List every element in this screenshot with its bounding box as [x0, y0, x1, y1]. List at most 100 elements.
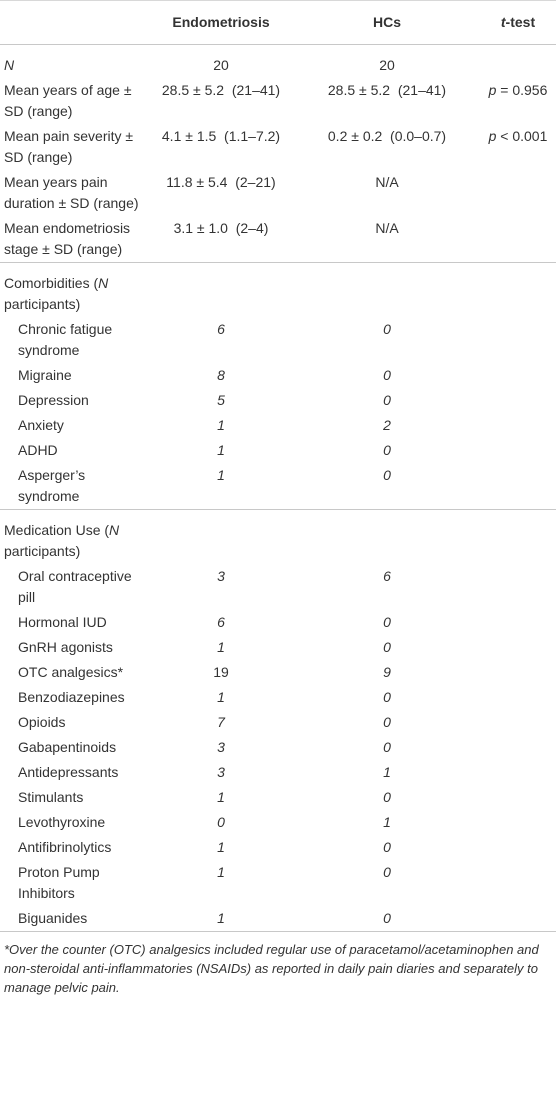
text-segment: Medication Use ( [4, 522, 110, 538]
table-row: ADHD 1 0 [0, 438, 556, 463]
cell [480, 860, 556, 906]
cell-text: 9 [383, 664, 391, 680]
section-title: Medication Use (N participants) [0, 510, 148, 565]
row-label: Hormonal IUD [0, 610, 148, 635]
cell: 1 [148, 860, 294, 906]
table-row: Asperger’s syndrome 1 0 [0, 463, 556, 510]
cell-text: Antidepressants [18, 764, 119, 780]
row-label: Mean years pain duration ± SD (range) [0, 170, 148, 216]
cell-text: 0 [383, 367, 391, 383]
row-label: Migraine [0, 363, 148, 388]
table-row: N 20 20 [0, 45, 556, 79]
cell-text: Oral contraceptive pill [18, 568, 132, 605]
table-row: Mean endometriosis stage ± SD (range) 3.1… [0, 216, 556, 263]
header-row: Endometriosis HCs t-test [0, 0, 556, 45]
cell-text: 1 [217, 467, 225, 483]
cell-text: 0 [383, 321, 391, 337]
empty-cell [480, 263, 556, 318]
cell-text: 1 [217, 442, 225, 458]
cell: 0 [294, 610, 480, 635]
cell: 2 [294, 413, 480, 438]
row-label: Opioids [0, 710, 148, 735]
table-row: Antifibrinolytics 1 0 [0, 835, 556, 860]
cell: 1 [148, 413, 294, 438]
cell: 0 [294, 835, 480, 860]
cell-text: 1 [217, 789, 225, 805]
cell-text: 3.1 ± 1.0 (2–4) [173, 220, 269, 236]
empty-cell [148, 510, 294, 565]
text-segment: Comorbidities ( [4, 275, 99, 291]
cell: 0 [294, 363, 480, 388]
cell-text: 6 [383, 568, 391, 584]
empty-cell [294, 263, 480, 318]
cell: 0 [148, 810, 294, 835]
row-label: Levothyroxine [0, 810, 148, 835]
cell: 1 [148, 635, 294, 660]
cell: 4.1 ± 1.5 (1.1–7.2) [148, 124, 294, 170]
cell: 3 [148, 564, 294, 610]
cell-text: 1 [383, 814, 391, 830]
cell: 6 [294, 564, 480, 610]
cell-text: Gabapentinoids [18, 739, 117, 755]
cell-text: 20 [379, 57, 395, 73]
section-title: Comorbidities (N participants) [0, 263, 148, 318]
table-row: Anxiety 1 2 [0, 413, 556, 438]
text-segment: t [500, 14, 506, 30]
cell: 19 [148, 660, 294, 685]
cell-text: 3 [217, 764, 225, 780]
row-label: OTC analgesics* [0, 660, 148, 685]
row-label: Benzodiazepines [0, 685, 148, 710]
cell: 20 [294, 45, 480, 79]
cell-text: 8 [217, 367, 225, 383]
cell-text: Opioids [18, 714, 66, 730]
cell-text: 19 [213, 664, 229, 680]
cell [480, 735, 556, 760]
cell: 1 [148, 835, 294, 860]
table-row: Hormonal IUD 6 0 [0, 610, 556, 635]
cell: 3 [148, 760, 294, 785]
cell-text: 0 [383, 864, 391, 880]
cell [480, 45, 556, 79]
cell-text: 0 [217, 814, 225, 830]
cell: 0 [294, 317, 480, 363]
cell-text: Levothyroxine [18, 814, 106, 830]
cell: 3.1 ± 1.0 (2–4) [148, 216, 294, 263]
table-row: Oral contraceptive pill 3 6 [0, 564, 556, 610]
cell-text: 4.1 ± 1.5 (1.1–7.2) [161, 128, 281, 144]
row-label: Mean pain severity ± SD (range) [0, 124, 148, 170]
cell: 28.5 ± 5.2 (21–41) [294, 78, 480, 124]
cell: 9 [294, 660, 480, 685]
cell: 0 [294, 860, 480, 906]
cell: 1 [294, 810, 480, 835]
cell-text: 0 [383, 442, 391, 458]
cell-text: 7 [217, 714, 225, 730]
cell-text: 0 [383, 467, 391, 483]
cell [480, 317, 556, 363]
cell: N/A [294, 170, 480, 216]
row-label: Anxiety [0, 413, 148, 438]
cell: 1 [148, 438, 294, 463]
cell-text: 3 [217, 739, 225, 755]
cell-text: Depression [18, 392, 89, 408]
table-row: Biguanides 1 0 [0, 906, 556, 932]
cell-text: Mean years pain duration ± SD (range) [4, 174, 139, 211]
cell: 0.2 ± 0.2 (0.0–0.7) [294, 124, 480, 170]
cell-text: Antifibrinolytics [18, 839, 112, 855]
empty-cell [148, 263, 294, 318]
cell: 28.5 ± 5.2 (21–41) [148, 78, 294, 124]
cell: 5 [148, 388, 294, 413]
row-label: Antifibrinolytics [0, 835, 148, 860]
cell: 8 [148, 363, 294, 388]
cell-text: 1 [217, 839, 225, 855]
cell-text: 0 [383, 639, 391, 655]
cell-text: Stimulants [18, 789, 84, 805]
cell [480, 906, 556, 932]
cell [480, 835, 556, 860]
header-cell: t-test [480, 0, 556, 45]
cell [480, 685, 556, 710]
cell [480, 810, 556, 835]
row-label: Stimulants [0, 785, 148, 810]
row-label: Biguanides [0, 906, 148, 932]
cell: 7 [148, 710, 294, 735]
